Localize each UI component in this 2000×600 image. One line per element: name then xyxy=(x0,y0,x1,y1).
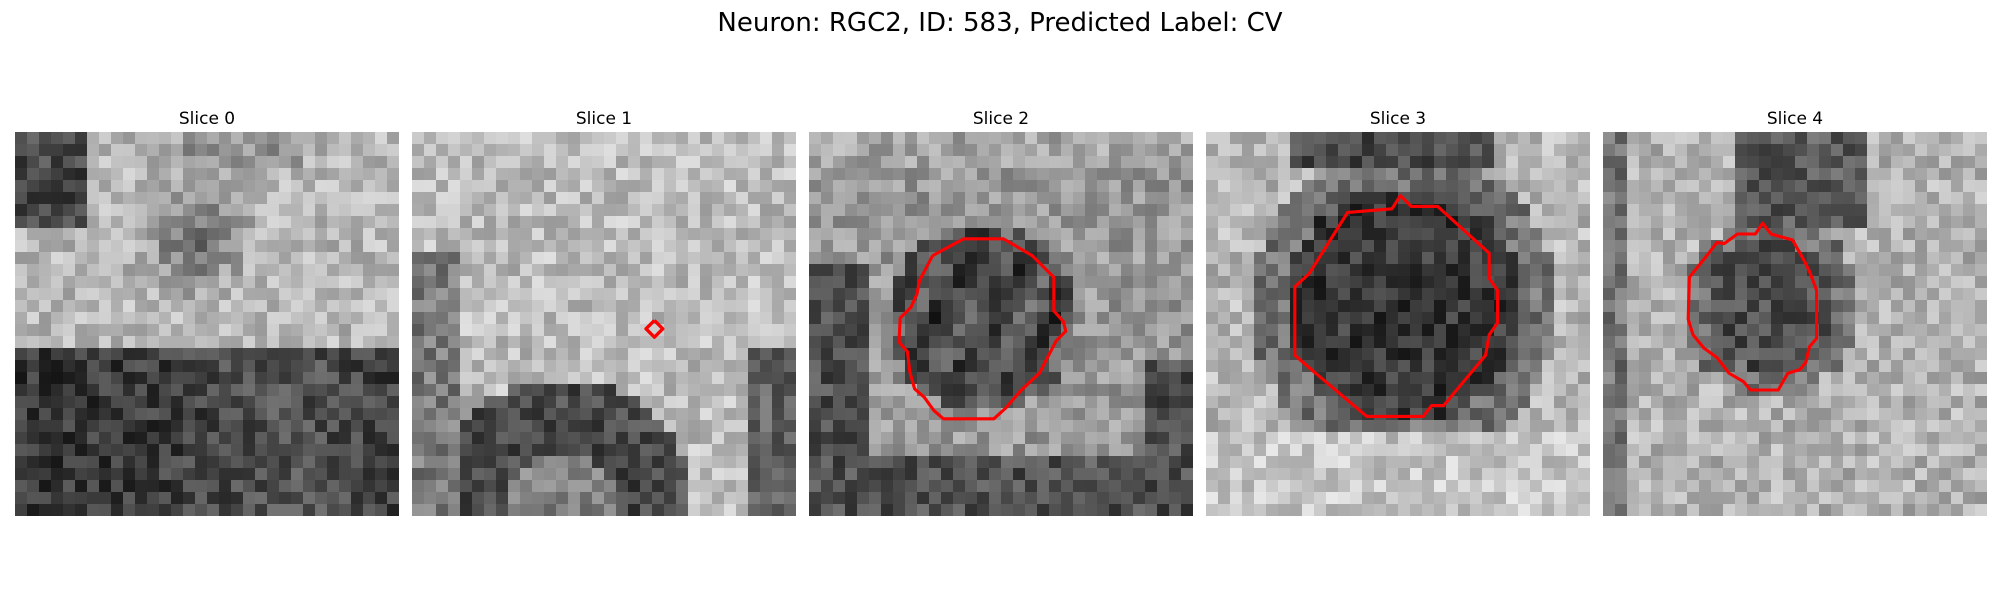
slice-1-image xyxy=(412,132,796,516)
slice-panel-0: Slice 0 xyxy=(15,108,399,516)
slice-title: Slice 4 xyxy=(1766,109,1824,129)
segmentation-contour xyxy=(1293,194,1500,418)
slice-4-image xyxy=(1603,132,1987,516)
slice-panel-2: Slice 2 xyxy=(809,108,1193,516)
slice-panel-3: Slice 3 xyxy=(1206,108,1590,516)
slice-title: Slice 1 xyxy=(575,109,633,129)
slice-panel-4: Slice 4 xyxy=(1603,108,1987,516)
slice-panel-1: Slice 1 xyxy=(412,108,796,516)
slice-3-image xyxy=(1206,132,1590,516)
slice-0-image xyxy=(15,132,399,516)
figure-title: Neuron: RGC2, ID: 583, Predicted Label: … xyxy=(717,8,1283,38)
slice-2-image xyxy=(809,132,1193,516)
slice-title: Slice 2 xyxy=(972,109,1030,129)
segmentation-contour xyxy=(644,319,665,339)
segmentation-contour xyxy=(897,237,1068,421)
segmentation-contour xyxy=(1686,221,1819,392)
slice-title: Slice 3 xyxy=(1369,109,1427,129)
slice-title: Slice 0 xyxy=(178,109,236,129)
